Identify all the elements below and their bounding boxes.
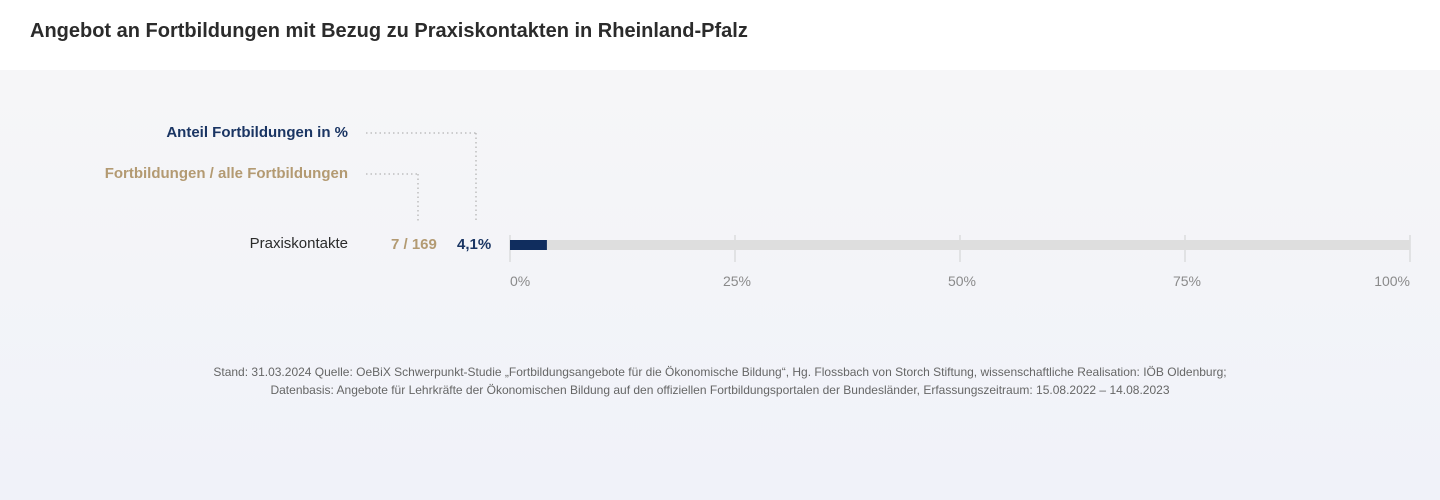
bar-track [510,240,1410,250]
x-tick-label: 100% [1374,273,1410,289]
x-tick-label: 0% [510,273,530,289]
bar-praxiskontakte [510,240,547,250]
chart-title: Angebot an Fortbildungen mit Bezug zu Pr… [30,20,748,42]
x-tick-label: 75% [1173,273,1201,289]
footnote-source: Stand: 31.03.2024 Quelle: OeBiX Schwerpu… [213,365,1227,379]
x-tick-label: 25% [723,273,751,289]
category-label: Praxiskontakte [249,235,348,252]
legend-percent-label: Anteil Fortbildungen in % [166,124,348,141]
legend-fraction-label: Fortbildungen / alle Fortbildungen [104,165,348,182]
chart-header: Angebot an Fortbildungen mit Bezug zu Pr… [0,0,1440,70]
footnote: Stand: 31.03.2024 Quelle: OeBiX Schwerpu… [0,363,1440,399]
chart-panel [0,70,1440,500]
x-tick-label: 50% [948,273,976,289]
footnote-data-basis: Datenbasis: Angebote für Lehrkräfte der … [270,383,1170,397]
fraction-value-label: 7 / 169 [391,236,437,253]
percent-value-label: 4,1% [457,236,492,253]
